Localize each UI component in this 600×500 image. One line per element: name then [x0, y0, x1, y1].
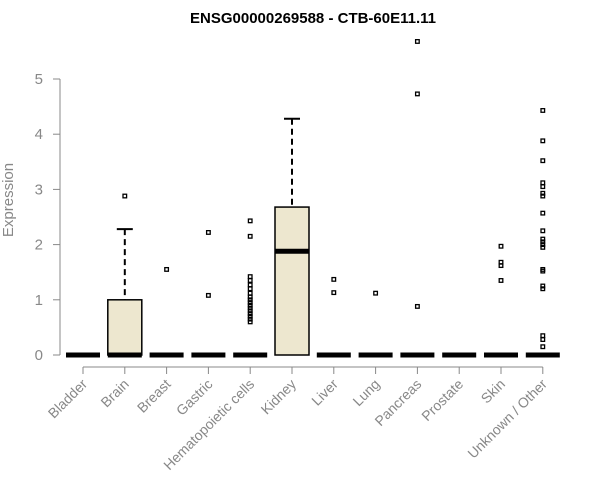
- outlier-point: [247, 311, 253, 317]
- outlier-point: [540, 190, 546, 196]
- outlier-point: [247, 313, 253, 319]
- outlier-point: [164, 266, 170, 272]
- outlier-point: [540, 236, 546, 242]
- box-group: [400, 39, 435, 358]
- x-tick-label: Skin: [478, 376, 509, 407]
- x-tick-label: Kidney: [258, 376, 300, 418]
- y-axis-label: Expression: [0, 163, 17, 237]
- outlier-point: [540, 210, 546, 216]
- outlier-point: [540, 286, 546, 292]
- outlier-point: [247, 316, 253, 322]
- outlier-point: [247, 282, 253, 288]
- y-tick-label: 0: [35, 347, 43, 364]
- box-group: [358, 290, 393, 358]
- x-tick-label: Bladder: [45, 376, 91, 422]
- outlier-point: [540, 193, 546, 199]
- outlier-point: [414, 39, 420, 44]
- outlier-point: [540, 337, 546, 342]
- outlier-point: [247, 233, 253, 239]
- outlier-point: [540, 268, 546, 274]
- outlier-point: [540, 158, 546, 164]
- y-tick-label: 5: [35, 71, 43, 88]
- outlier-point: [247, 278, 253, 283]
- box-group: [316, 276, 351, 358]
- x-tick-label: Liver: [308, 376, 341, 409]
- outlier-point: [205, 230, 211, 235]
- outlier-point: [540, 228, 546, 234]
- x-tick-label: Lung: [349, 376, 382, 409]
- outlier-point: [540, 242, 546, 248]
- outlier-point: [247, 302, 253, 308]
- x-tick-label: Unknown / Other: [464, 376, 550, 462]
- outlier-point: [414, 91, 420, 97]
- outlier-point: [331, 276, 337, 282]
- y-tick-label: 1: [35, 292, 43, 309]
- outlier-point: [414, 303, 420, 309]
- y-tick-label: 3: [35, 181, 43, 198]
- outlier-point: [247, 300, 253, 306]
- box-group: [525, 108, 560, 358]
- outlier-point: [540, 184, 546, 190]
- y-axis: 0 1 2 3 4 5: [35, 71, 61, 364]
- boxplot-series: [66, 39, 560, 358]
- box-group: [107, 193, 143, 358]
- outlier-point: [247, 218, 253, 224]
- outlier-point: [540, 108, 546, 113]
- outlier-point: [247, 294, 253, 300]
- outlier-point: [247, 290, 253, 296]
- outlier-point: [205, 292, 211, 298]
- outlier-point: [540, 180, 546, 186]
- outlier-point: [540, 333, 546, 339]
- x-tick-label: Breast: [134, 376, 174, 416]
- outlier-point: [247, 297, 253, 303]
- box-group: [149, 266, 184, 358]
- outlier-point: [540, 244, 546, 250]
- outlier-point: [498, 263, 504, 269]
- chart-title: ENSG00000269588 - CTB-60E11.11: [190, 10, 436, 27]
- outlier-point: [247, 308, 253, 314]
- outlier-point: [247, 319, 253, 325]
- y-tick-label: 4: [35, 126, 43, 143]
- x-tick-label: Prostate: [418, 376, 466, 424]
- outlier-point: [247, 274, 253, 280]
- outlier-point: [331, 290, 337, 296]
- outlier-point: [498, 243, 504, 249]
- x-tick-label: Brain: [97, 376, 131, 410]
- box-iqr: [274, 206, 310, 356]
- outlier-point: [247, 286, 253, 292]
- box-group: [233, 218, 268, 358]
- outlier-point: [540, 283, 546, 289]
- box-group: [274, 117, 310, 356]
- outlier-point: [498, 278, 504, 283]
- outlier-point: [122, 193, 128, 199]
- outlier-point: [540, 239, 546, 245]
- outlier-point: [373, 290, 379, 296]
- outlier-point: [247, 305, 253, 311]
- box-group: [191, 230, 226, 358]
- box-iqr: [107, 299, 143, 356]
- outlier-point: [540, 138, 546, 144]
- box-group: [484, 243, 518, 358]
- y-tick-label: 2: [35, 237, 43, 254]
- outlier-point: [540, 344, 546, 350]
